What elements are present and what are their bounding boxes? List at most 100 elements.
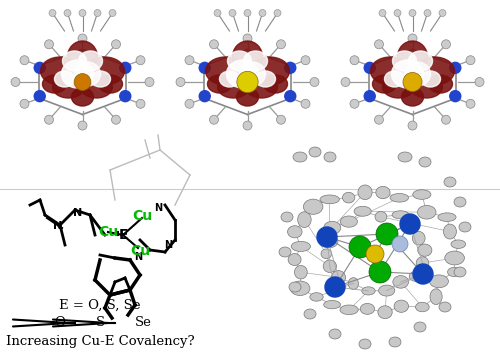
Ellipse shape <box>393 276 408 288</box>
Ellipse shape <box>228 51 252 71</box>
Ellipse shape <box>304 309 316 319</box>
Circle shape <box>112 115 120 124</box>
Circle shape <box>78 121 87 130</box>
Ellipse shape <box>392 211 409 219</box>
Ellipse shape <box>342 192 355 203</box>
Ellipse shape <box>430 289 442 304</box>
Ellipse shape <box>72 88 94 106</box>
Ellipse shape <box>78 51 102 71</box>
Circle shape <box>379 10 386 17</box>
Ellipse shape <box>430 275 448 288</box>
Circle shape <box>413 264 433 284</box>
Ellipse shape <box>382 76 414 98</box>
Circle shape <box>185 99 194 108</box>
Ellipse shape <box>444 177 456 187</box>
Ellipse shape <box>392 51 416 71</box>
Ellipse shape <box>418 244 432 256</box>
Ellipse shape <box>398 41 428 73</box>
Ellipse shape <box>220 71 240 87</box>
Circle shape <box>78 34 87 43</box>
Ellipse shape <box>404 62 430 86</box>
Circle shape <box>364 62 375 73</box>
Ellipse shape <box>392 60 424 88</box>
Circle shape <box>244 10 251 17</box>
Circle shape <box>237 72 258 93</box>
Circle shape <box>214 10 221 17</box>
Ellipse shape <box>375 211 387 222</box>
Ellipse shape <box>420 71 440 87</box>
Ellipse shape <box>289 282 301 292</box>
Ellipse shape <box>416 257 429 269</box>
Ellipse shape <box>360 303 374 314</box>
Ellipse shape <box>410 76 442 98</box>
Text: E = O, S, Se: E = O, S, Se <box>60 298 141 312</box>
Ellipse shape <box>323 260 336 273</box>
Ellipse shape <box>438 213 456 222</box>
Circle shape <box>349 236 371 258</box>
Circle shape <box>285 91 296 102</box>
Circle shape <box>301 56 310 65</box>
Circle shape <box>350 99 359 108</box>
Circle shape <box>49 10 56 17</box>
Circle shape <box>276 40 285 49</box>
Ellipse shape <box>310 293 323 301</box>
Circle shape <box>369 261 391 283</box>
Ellipse shape <box>324 301 340 309</box>
Circle shape <box>450 62 461 73</box>
Circle shape <box>403 73 422 92</box>
Ellipse shape <box>226 60 258 88</box>
Circle shape <box>136 99 145 108</box>
Circle shape <box>374 115 384 124</box>
Ellipse shape <box>358 185 372 200</box>
Circle shape <box>392 236 408 252</box>
Ellipse shape <box>329 329 341 339</box>
Ellipse shape <box>320 195 340 204</box>
Circle shape <box>274 10 281 17</box>
Circle shape <box>243 34 252 43</box>
Ellipse shape <box>406 221 420 230</box>
Circle shape <box>276 115 285 124</box>
Ellipse shape <box>354 206 371 216</box>
Ellipse shape <box>454 267 466 277</box>
Ellipse shape <box>288 253 301 266</box>
Text: Increasing Cu-E Covalency?: Increasing Cu-E Covalency? <box>6 335 194 348</box>
Circle shape <box>317 227 337 247</box>
Circle shape <box>210 40 218 49</box>
Ellipse shape <box>416 302 429 312</box>
Ellipse shape <box>54 71 74 87</box>
Ellipse shape <box>218 76 250 98</box>
Ellipse shape <box>414 57 455 85</box>
Text: Cu: Cu <box>132 209 152 223</box>
Ellipse shape <box>340 216 357 227</box>
Text: N: N <box>154 203 162 213</box>
Circle shape <box>112 40 120 49</box>
Ellipse shape <box>250 57 290 85</box>
Text: Cu: Cu <box>98 225 118 239</box>
Ellipse shape <box>412 232 425 245</box>
Ellipse shape <box>74 62 101 86</box>
Text: Cu: Cu <box>130 244 150 258</box>
Circle shape <box>120 62 131 73</box>
Circle shape <box>310 78 319 86</box>
Ellipse shape <box>398 152 412 162</box>
Ellipse shape <box>281 212 293 222</box>
Ellipse shape <box>291 241 310 251</box>
Ellipse shape <box>304 199 323 214</box>
Circle shape <box>341 78 350 86</box>
Ellipse shape <box>332 271 345 284</box>
Circle shape <box>442 115 450 124</box>
Circle shape <box>20 56 29 65</box>
Circle shape <box>408 34 417 43</box>
Ellipse shape <box>256 71 276 87</box>
Ellipse shape <box>240 62 266 86</box>
Circle shape <box>285 62 296 73</box>
Ellipse shape <box>408 51 432 71</box>
Circle shape <box>466 56 475 65</box>
Circle shape <box>145 78 154 86</box>
Circle shape <box>210 115 218 124</box>
Circle shape <box>94 10 101 17</box>
Ellipse shape <box>294 266 308 279</box>
Circle shape <box>424 10 431 17</box>
Text: N: N <box>74 208 82 218</box>
Ellipse shape <box>340 305 358 315</box>
